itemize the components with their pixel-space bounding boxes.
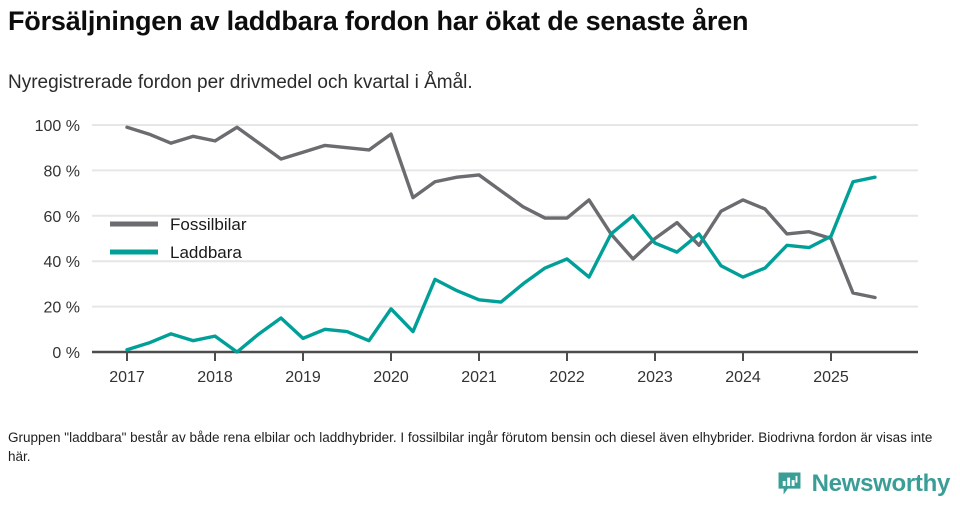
page-subtitle: Nyregistrerade fordon per drivmedel och … <box>8 72 473 93</box>
y-axis-tick-label: 0 % <box>52 345 80 362</box>
bar-chart-speech-bubble-icon <box>778 472 801 495</box>
newsworthy-wordmark: Newsworthy <box>811 469 951 497</box>
x-axis-tick-label: 2018 <box>197 369 233 386</box>
y-axis-tick-labels: 0 % 20 % 40 % 60 % 80 % 100 % <box>35 118 80 362</box>
series-line-fossilbilar <box>125 125 877 300</box>
x-axis-tick-marks <box>126 352 832 361</box>
series-line-laddbara <box>125 175 877 354</box>
x-axis-tick-label: 2024 <box>725 369 761 386</box>
y-axis-tick-label: 100 % <box>35 118 80 135</box>
x-axis-tick-label: 2020 <box>373 369 409 386</box>
grid-lines <box>92 124 918 308</box>
chart-legend: Fossilbilar Laddbara <box>110 215 247 262</box>
y-axis-tick-label: 20 % <box>44 300 80 317</box>
x-axis-tick-label: 2021 <box>461 369 497 386</box>
y-axis-tick-label: 60 % <box>44 209 80 226</box>
x-axis-tick-label: 2019 <box>285 369 321 386</box>
line-chart: 0 % 20 % 40 % 60 % 80 % 100 % 2017 2018 2019 202… <box>35 118 918 386</box>
x-axis-tick-label: 2017 <box>109 369 145 386</box>
x-axis-tick-label: 2022 <box>549 369 585 386</box>
y-axis-tick-label: 40 % <box>44 254 80 271</box>
series-lines <box>125 125 877 354</box>
y-axis-tick-label: 80 % <box>44 163 80 180</box>
page-title: Försäljningen av laddbara fordon har öka… <box>8 6 749 36</box>
legend-label-laddbara: Laddbara <box>170 243 242 262</box>
x-axis-tick-labels: 2017 2018 2019 2020 2021 2022 2023 2024 2025 <box>109 369 849 386</box>
newsworthy-logo[interactable]: Newsworthy <box>776 470 950 497</box>
x-axis-tick-label: 2025 <box>813 369 849 386</box>
legend-label-fossilbilar: Fossilbilar <box>170 215 247 234</box>
chart-footnote: Gruppen "laddbara" består av både rena e… <box>8 430 933 465</box>
chart-container: 0 % 20 % 40 % 60 % 80 % 100 % 2017 2018 2019 202… <box>0 108 960 398</box>
x-axis-tick-label: 2023 <box>637 369 673 386</box>
